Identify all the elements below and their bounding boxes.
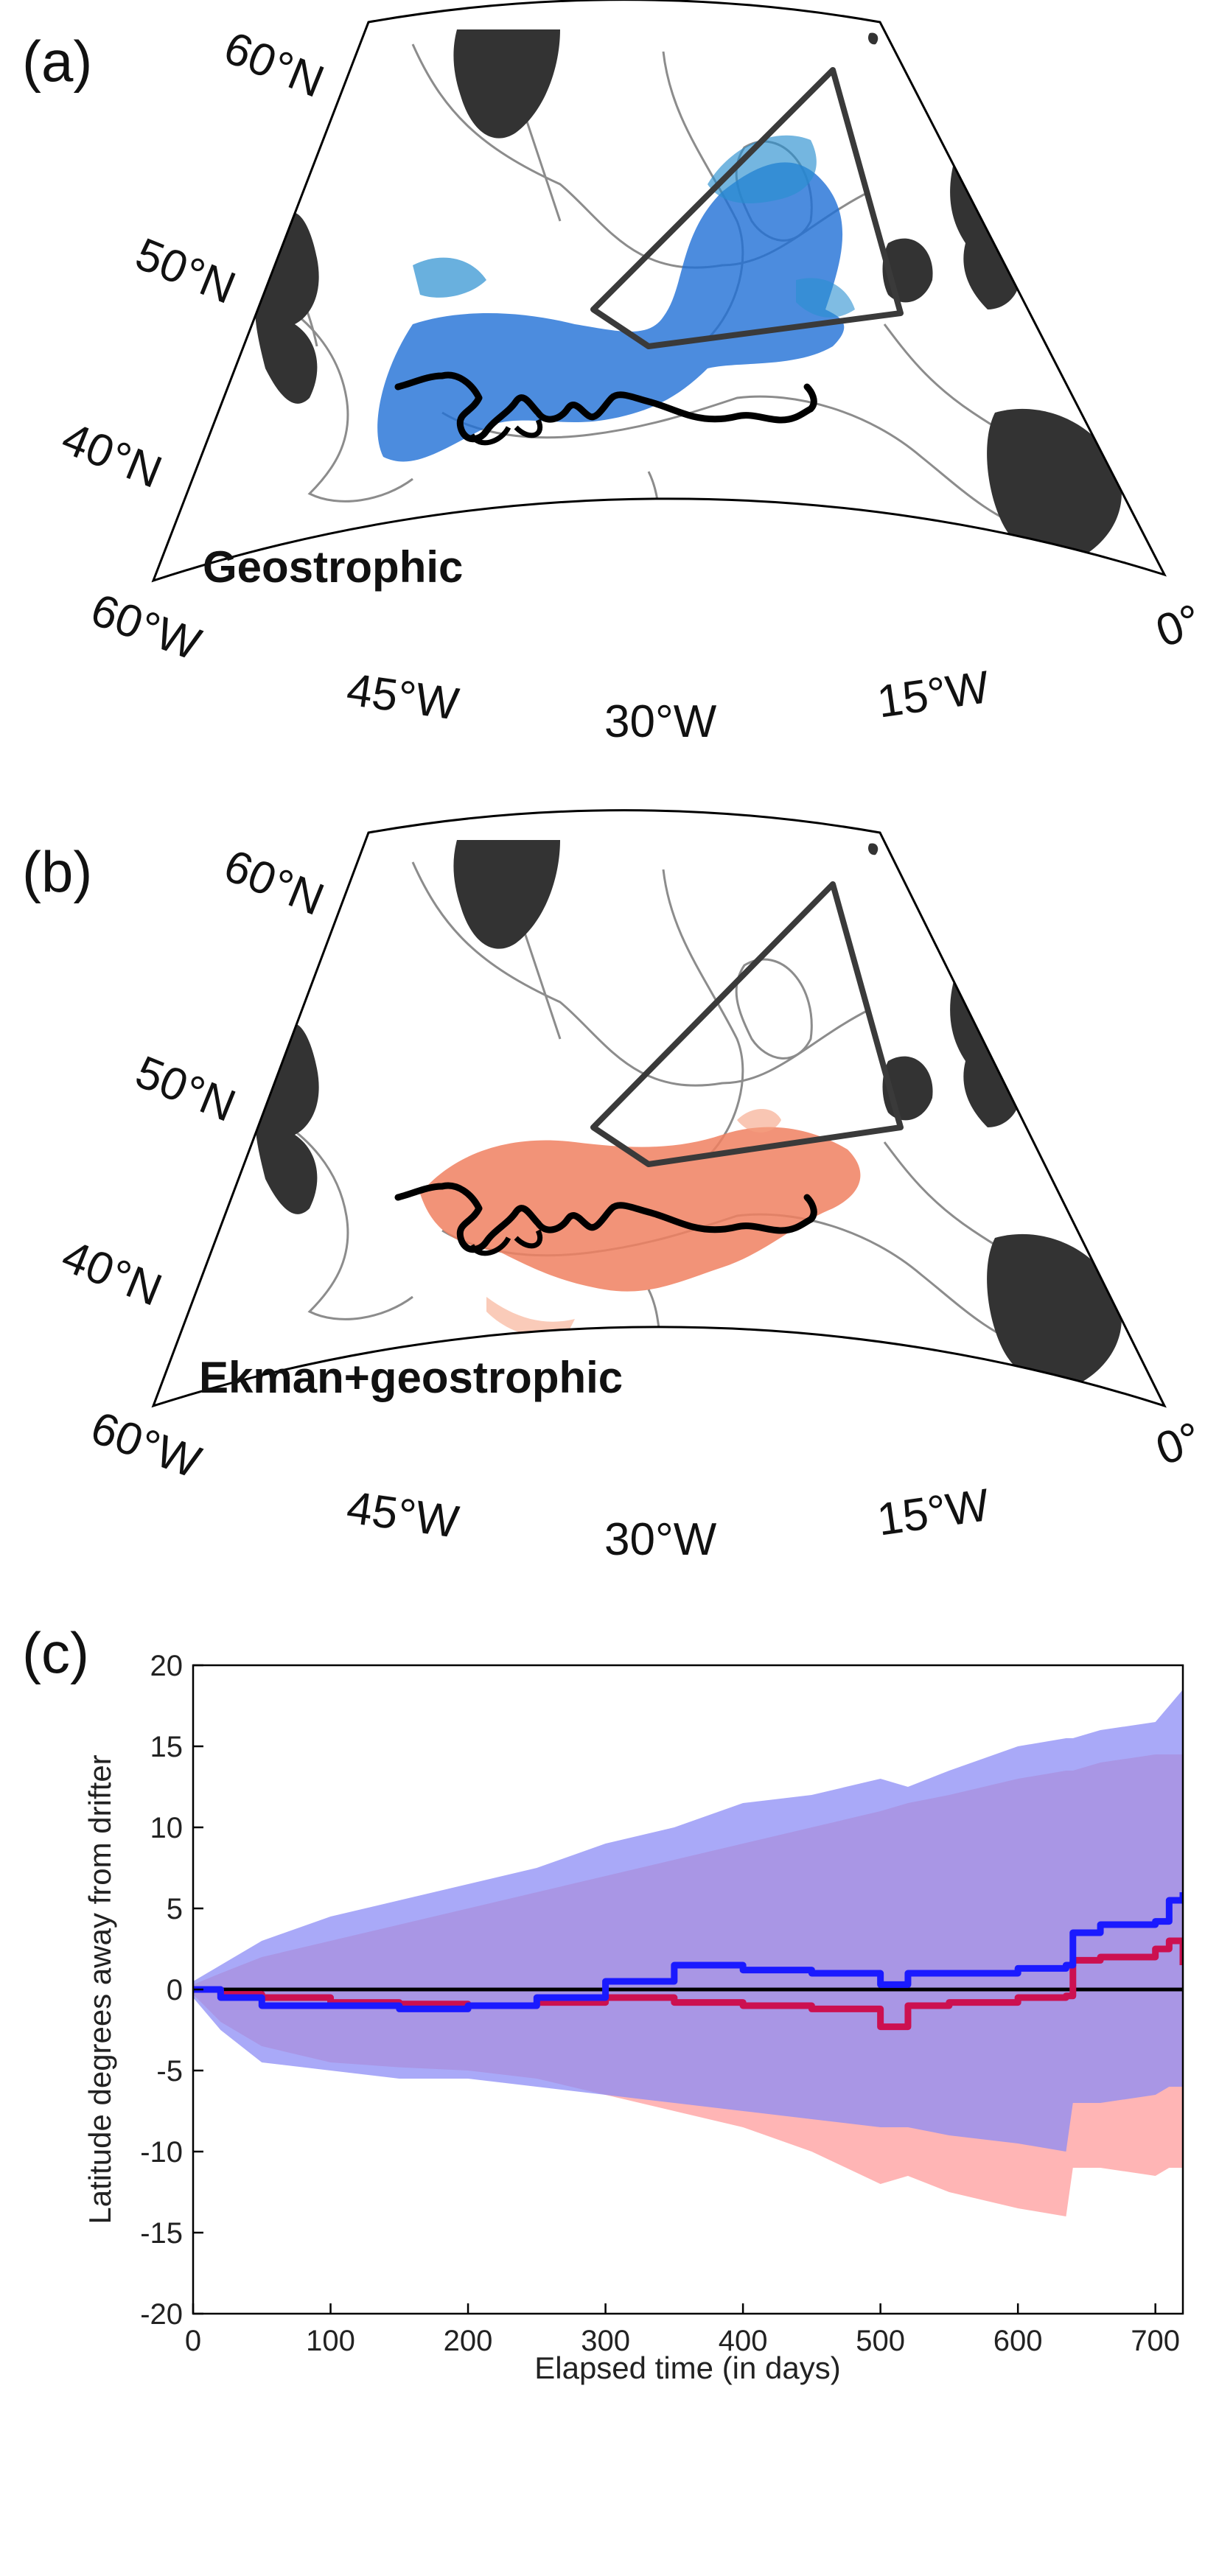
x-tick-label-200: 200 <box>444 2325 493 2357</box>
drifter-track-b <box>394 1182 817 1253</box>
drifter-track-a <box>394 371 817 443</box>
lat-label-60n-a: 60°N <box>217 22 331 108</box>
lat-label-50n-b: 50°N <box>129 1046 242 1132</box>
y-tick-label--15: -15 <box>140 2217 183 2250</box>
lon-label-30w-a: 30°W <box>604 696 717 747</box>
lon-label-30w-b: 30°W <box>604 1514 717 1565</box>
geostrophic-particle-cloud <box>377 135 855 462</box>
lat-label-50n-a: 50°N <box>129 228 242 314</box>
map-title-b: Ekman+geostrophic <box>199 1353 623 1402</box>
map-frame-b <box>151 809 1167 1408</box>
y-tick-label--5: -5 <box>156 2055 183 2087</box>
study-region-box-b <box>590 881 904 1167</box>
panel-letter-c: (c) <box>22 1620 89 1685</box>
y-tick-label--10: -10 <box>140 2136 183 2169</box>
x-tick-label-400: 400 <box>719 2325 768 2357</box>
plot-area <box>193 1690 1183 2216</box>
lon-label-0-a: 0° <box>1150 595 1208 657</box>
chart-axes: 0 100 200 300 400 500 600 700 -20 -15 -10 -5 0 5 10 15 2… <box>140 1650 1180 2357</box>
y-tick-label--20: -20 <box>140 2298 183 2331</box>
map-panel-b: (b) 60°N 50°N 40°N Ekman+geostrophic 60°… <box>22 809 1208 1565</box>
study-region-box-a <box>590 67 904 349</box>
y-axis-label: Latitude degrees away from drifter <box>83 1754 117 2224</box>
lat-label-40n-a: 40°N <box>55 413 169 498</box>
lon-label-15w-b: 15°W <box>874 1480 993 1546</box>
lat-label-40n-b: 40°N <box>55 1231 169 1316</box>
map-title-a: Geostrophic <box>203 542 463 592</box>
series-line-blue <box>193 1892 1183 2012</box>
lon-label-60w-a: 60°W <box>84 584 207 671</box>
y-tick-label-10: 10 <box>150 1812 184 1844</box>
lon-label-45w-a: 45°W <box>343 664 462 730</box>
x-tick-label-100: 100 <box>306 2325 355 2357</box>
lon-label-45w-b: 45°W <box>343 1482 462 1548</box>
y-tick-label-5: 5 <box>167 1893 183 1925</box>
x-tick-label-0: 0 <box>185 2325 201 2357</box>
lon-label-0-b: 0° <box>1150 1413 1208 1475</box>
lon-label-60w-b: 60°W <box>84 1402 207 1488</box>
band-blue <box>193 1690 1183 2152</box>
lon-label-15w-a: 15°W <box>874 662 993 728</box>
y-tick-label-0: 0 <box>167 1974 183 2006</box>
y-tick-label-20: 20 <box>150 1650 184 1682</box>
map-frame-a <box>151 0 1167 583</box>
x-tick-label-300: 300 <box>581 2325 630 2357</box>
panel-letter-b: (b) <box>22 839 92 904</box>
x-axis-label: Elapsed time (in days) <box>534 2351 841 2385</box>
chart-panel-c: (c) 0 100 200 300 400 500 600 700 -20 -15 -10 -5 0 5 1… <box>22 1620 1184 2385</box>
x-tick-label-500: 500 <box>856 2325 905 2357</box>
map-panel-a: (a) 60°N 50°N 40°N Geostrophic 60°W 45°W… <box>22 0 1208 747</box>
x-tick-label-700: 700 <box>1131 2325 1180 2357</box>
panel-letter-a: (a) <box>22 29 92 94</box>
lat-label-60n-b: 60°N <box>217 840 331 925</box>
x-tick-label-600: 600 <box>993 2325 1043 2357</box>
y-tick-label-15: 15 <box>150 1731 184 1763</box>
